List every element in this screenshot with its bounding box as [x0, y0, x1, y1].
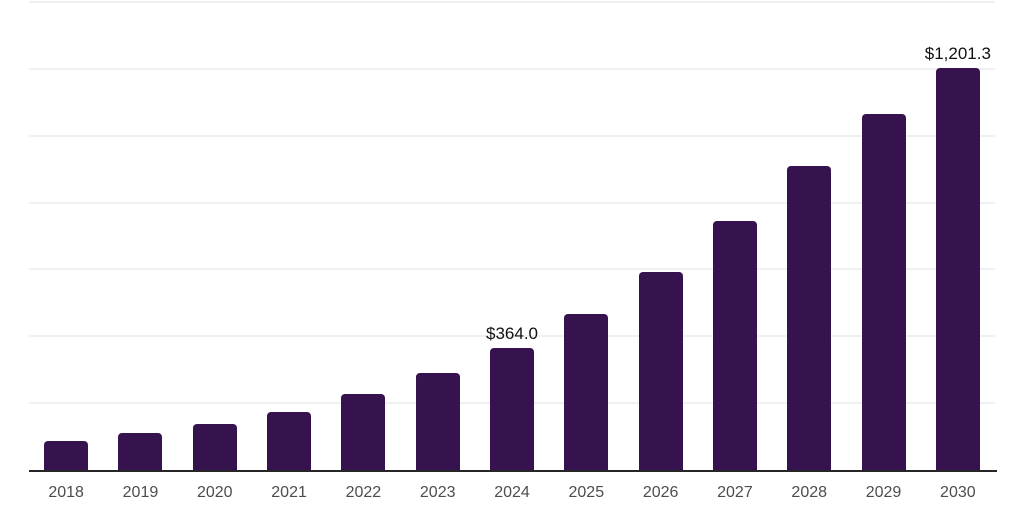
bar-2021 — [267, 412, 312, 470]
data-label-2024: $364.0 — [486, 324, 538, 344]
gridline-1200 — [29, 67, 995, 70]
x-axis-label-2019: 2019 — [122, 484, 159, 501]
bar-2027 — [712, 220, 757, 470]
x-axis-label-2020: 2020 — [196, 484, 233, 501]
x-axis-label-2022: 2022 — [345, 484, 382, 501]
bar-2020 — [192, 424, 237, 470]
bar-2019 — [118, 433, 163, 470]
gridline-1000 — [29, 134, 995, 137]
bar-2018 — [44, 441, 89, 470]
x-axis-label-2027: 2027 — [717, 484, 753, 501]
gridline-800 — [29, 201, 995, 204]
x-axis-label-2024: 2024 — [494, 484, 530, 501]
bar-2026 — [638, 272, 683, 470]
bar-2022 — [341, 394, 386, 470]
gridline-1400 — [29, 1, 995, 3]
bar-2029 — [861, 113, 906, 470]
x-axis-label-2025: 2025 — [568, 484, 605, 501]
bar-2024 — [490, 348, 534, 470]
bar-2030 — [935, 68, 980, 470]
bar-2023 — [415, 373, 460, 470]
bar-2028 — [787, 165, 832, 470]
bar-2025 — [564, 314, 609, 470]
x-axis-label-2029: 2029 — [865, 484, 902, 501]
data-label-2030: $1,201.3 — [924, 44, 991, 64]
x-axis-label-2030: 2030 — [940, 484, 976, 501]
x-axis-label-2023: 2023 — [419, 484, 456, 501]
x-axis-line — [29, 470, 997, 472]
x-axis-label-2018: 2018 — [48, 484, 84, 501]
x-axis-label-2021: 2021 — [271, 484, 307, 501]
x-axis-label-2028: 2028 — [791, 484, 828, 501]
x-axis-label-2026: 2026 — [642, 484, 679, 501]
gridline-600 — [29, 268, 995, 271]
